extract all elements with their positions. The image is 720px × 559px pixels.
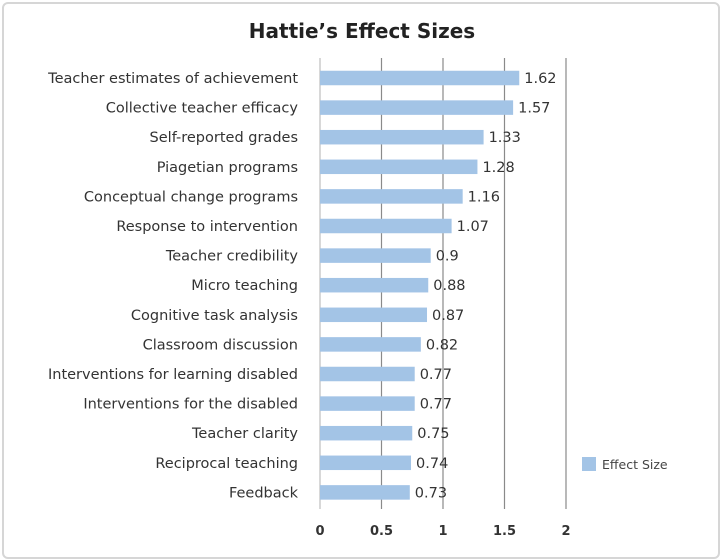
bar [320, 159, 478, 175]
value-label: 0.73 [415, 485, 447, 501]
bar [320, 277, 429, 293]
value-label: 1.57 [518, 101, 550, 117]
x-tick-label: 1.5 [493, 524, 516, 539]
category-label: Teacher credibility [165, 249, 299, 265]
value-label: 0.82 [426, 337, 458, 353]
value-label: 0.75 [417, 426, 449, 442]
bar [320, 425, 413, 441]
bar [320, 366, 415, 382]
value-label: 1.28 [482, 160, 514, 176]
category-label: Feedback [229, 485, 299, 501]
category-label: Conceptual change programs [84, 189, 298, 205]
category-label: Piagetian programs [157, 160, 298, 176]
value-label: 0.87 [432, 308, 464, 324]
chart-title: Hattie’s Effect Sizes [249, 19, 475, 43]
x-tick-label: 2 [561, 524, 570, 539]
value-label: 1.07 [457, 219, 489, 235]
category-label: Collective teacher efficacy [106, 101, 299, 117]
bar [320, 455, 412, 471]
value-label: 0.88 [433, 278, 465, 294]
value-label: 0.77 [420, 367, 452, 383]
legend: Effect Size [582, 457, 668, 472]
x-tick-label: 0 [315, 524, 324, 539]
bar [320, 129, 484, 145]
category-label: Self-reported grades [150, 130, 298, 146]
label-layer: Teacher estimates of achievement 1.62 Coll… [47, 71, 556, 501]
value-label: 0.77 [420, 397, 452, 413]
category-label: Interventions for learning disabled [48, 367, 298, 383]
bar-layer [320, 70, 520, 500]
category-label: Teacher estimates of achievement [47, 71, 298, 87]
bar [320, 189, 463, 204]
value-label: 1.16 [468, 189, 500, 205]
bar [320, 218, 452, 234]
category-label: Teacher clarity [191, 426, 298, 442]
bar [320, 70, 520, 86]
value-label: 0.74 [416, 456, 448, 472]
bar [320, 248, 431, 263]
x-tick-label: 0.5 [370, 524, 393, 539]
legend-swatch [582, 457, 596, 471]
value-label: 1.62 [524, 71, 556, 87]
x-tick-label: 1 [438, 524, 447, 539]
value-label: 1.33 [489, 130, 521, 146]
bar [320, 100, 514, 115]
category-label: Micro teaching [191, 278, 298, 294]
category-label: Classroom discussion [143, 337, 298, 353]
category-label: Reciprocal teaching [155, 456, 298, 472]
category-label: Response to intervention [116, 219, 298, 235]
category-label: Cognitive task analysis [131, 308, 298, 324]
legend-label: Effect Size [602, 457, 668, 472]
bar [320, 337, 421, 352]
bar [320, 307, 428, 323]
tick-layer: 0 0.5 1 1.5 2 [315, 524, 570, 539]
bar [320, 485, 410, 500]
bar [320, 396, 415, 411]
category-label: Interventions for the disabled [83, 397, 298, 413]
value-label: 0.9 [436, 249, 459, 265]
